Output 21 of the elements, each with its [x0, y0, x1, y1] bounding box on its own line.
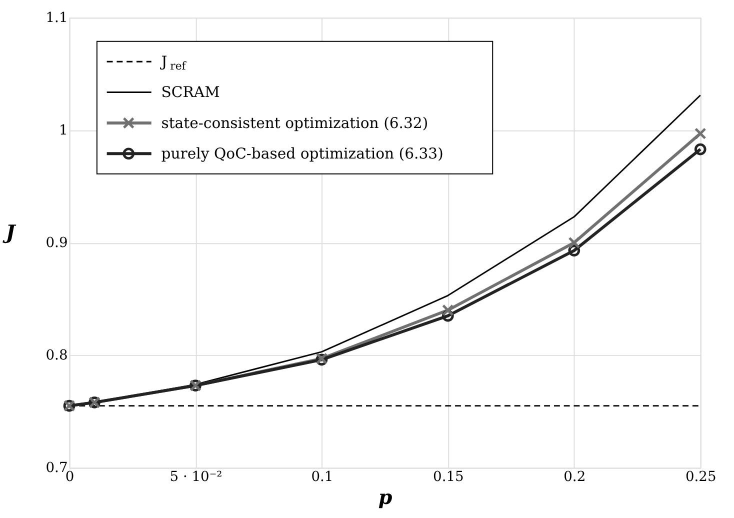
x-tick-label: 0.2	[564, 469, 586, 486]
point	[568, 244, 580, 256]
y-tick-label: 1	[58, 122, 68, 139]
legend-label: SCRAM	[161, 84, 220, 102]
point	[694, 128, 706, 140]
point	[442, 304, 454, 316]
y-tick-label: 0.8	[46, 348, 68, 364]
x-axis-title: p	[378, 484, 392, 509]
x-tick-label: 0	[65, 469, 74, 486]
point	[568, 236, 580, 249]
point	[442, 310, 454, 322]
x-tick-label: 0.1	[311, 469, 334, 486]
y-tick-label: 1.1	[46, 10, 68, 26]
x-tick-label: 5 · 10⁻²	[170, 469, 222, 486]
x-tick-label: 0.25	[685, 469, 716, 486]
point	[694, 143, 706, 156]
y-tick-label: 0.9	[46, 235, 68, 252]
legend-label: state-consistent optimization (6.32)	[161, 114, 428, 132]
y-axis-title: J	[2, 220, 17, 244]
legend-label: purely QoC-based optimization (6.33)	[161, 146, 444, 163]
x-tick-label: 0.15	[433, 469, 464, 486]
